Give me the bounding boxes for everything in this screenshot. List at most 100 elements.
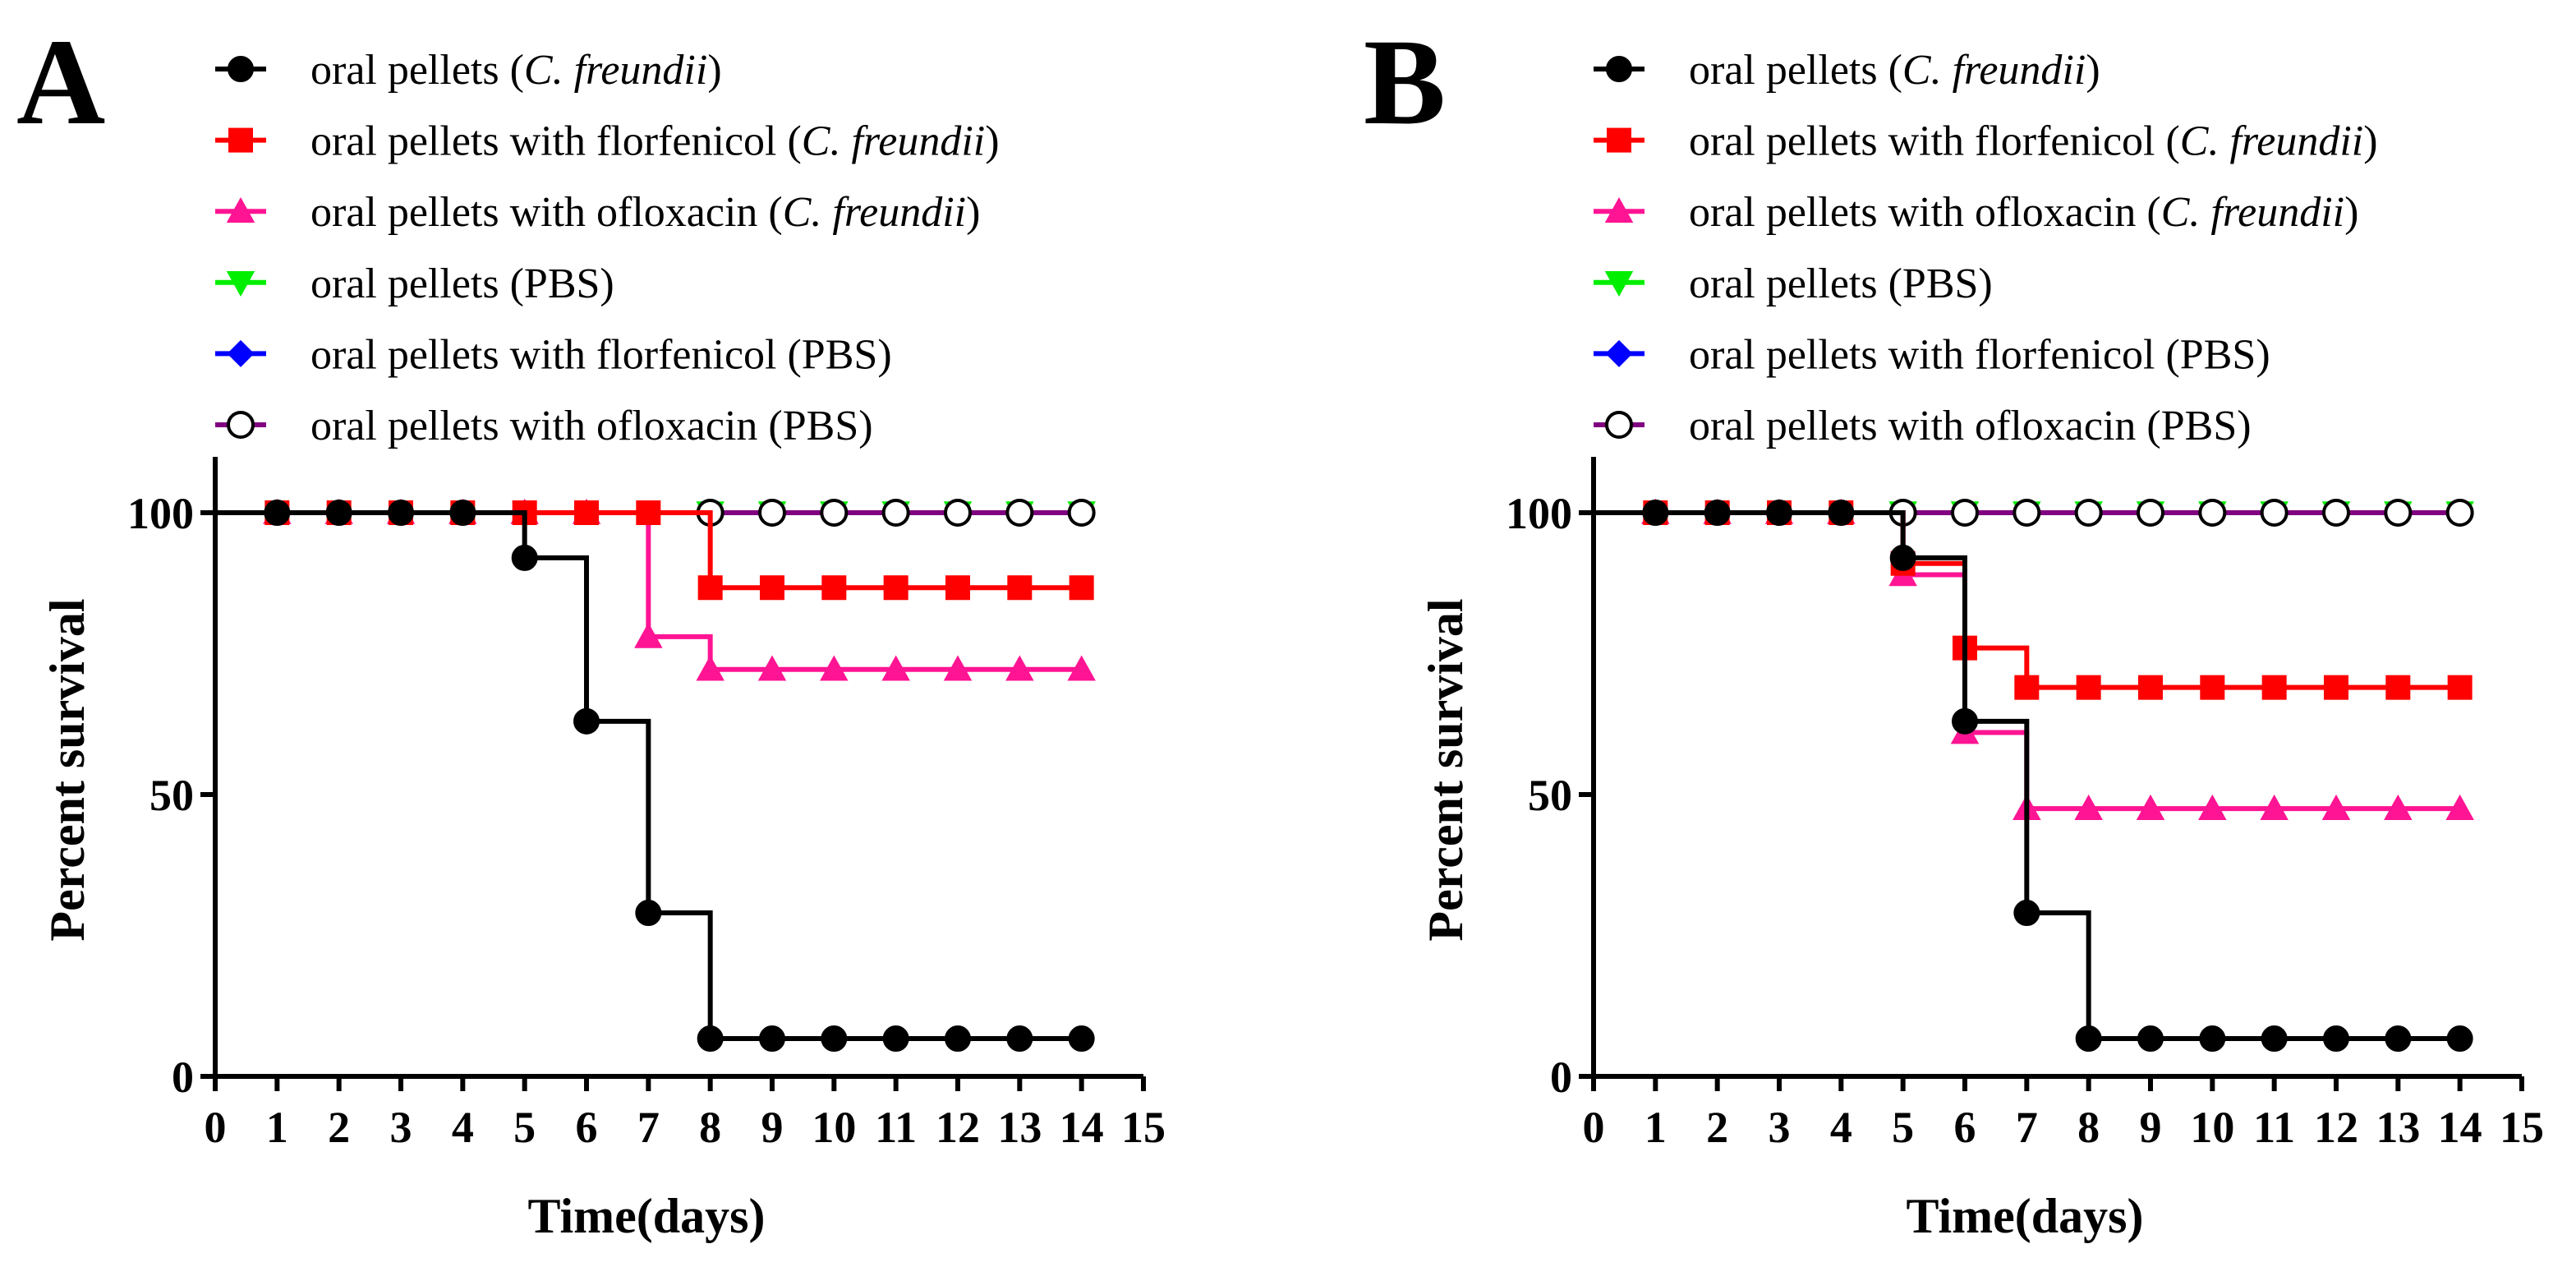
data-point (1068, 1025, 1095, 1053)
data-point (758, 499, 786, 527)
legend-label: oral pellets with ofloxacin (PBS) (1689, 403, 2252, 449)
data-point (325, 500, 352, 526)
legend-label: oral pellets with ofloxacin (PBS) (310, 403, 873, 449)
data-point (2074, 499, 2103, 527)
data-point (821, 575, 847, 601)
x-axis-title: Time(days) (528, 1189, 766, 1243)
x-tick-label: 7 (637, 1103, 660, 1152)
data-point (2198, 499, 2227, 527)
x-tick-label: 13 (997, 1103, 1042, 1152)
data-point (2260, 794, 2288, 820)
data-point (2074, 794, 2103, 820)
y-axis-title: Percent survival (40, 598, 94, 941)
data-point (759, 1025, 785, 1053)
y-tick-label: 0 (1550, 1053, 1572, 1102)
x-tick-label: 12 (2314, 1103, 2358, 1152)
data-point (264, 500, 291, 526)
x-tick-label: 11 (875, 1103, 917, 1152)
data-point (820, 655, 849, 681)
data-point (2137, 499, 2164, 527)
legend-item: oral pellets (PBS) (1594, 260, 1993, 307)
legend-marker (227, 339, 255, 367)
data-point (697, 1025, 724, 1053)
x-tick-label: 2 (1706, 1103, 1728, 1152)
legend-item: oral pellets (C. freundii) (215, 47, 722, 94)
data-point (2013, 900, 2040, 927)
x-tick-label: 13 (2376, 1103, 2420, 1152)
data-point (1069, 575, 1094, 601)
legend-item: oral pellets with florfenicol (PBS) (1594, 331, 2270, 378)
legend-marker (1605, 339, 1633, 367)
x-tick-label: 3 (1769, 1103, 1791, 1152)
data-point (2384, 499, 2413, 527)
x-tick-label: 9 (761, 1103, 784, 1152)
data-point (757, 655, 787, 681)
data-point (1007, 575, 1033, 601)
data-point (1067, 499, 1096, 527)
legend: oral pellets (C. freundii) oral pellets w… (1594, 47, 2378, 449)
legend-label: oral pellets (PBS) (310, 260, 614, 307)
data-point (2323, 1025, 2349, 1053)
series (696, 499, 1096, 527)
series (1888, 499, 2474, 527)
legend-marker (228, 56, 254, 82)
x-tick-label: 8 (2077, 1103, 2100, 1152)
data-point (1006, 1025, 1033, 1053)
data-point (449, 500, 476, 526)
x-axis-title: Time(days) (1907, 1189, 2144, 1243)
data-point (2137, 1025, 2164, 1053)
x-tick-label: 8 (699, 1103, 721, 1152)
series (1594, 500, 2473, 1053)
x-tick-label: 5 (513, 1103, 536, 1152)
data-point (2445, 794, 2474, 820)
x-tick-label: 0 (1583, 1103, 1605, 1152)
data-point (2445, 499, 2474, 527)
data-point (697, 575, 723, 601)
legend-label: oral pellets with ofloxacin (C. freundii… (310, 189, 980, 236)
y-tick-label: 100 (127, 489, 194, 538)
data-point (760, 575, 784, 601)
data-point (388, 500, 414, 526)
data-point (2261, 675, 2287, 700)
data-point (2136, 794, 2165, 820)
legend-item: oral pellets with florfenicol (C. freund… (215, 118, 1000, 165)
legend-item: oral pellets with ofloxacin (PBS) (215, 403, 873, 449)
x-tick-label: 0 (205, 1103, 227, 1152)
legend-label: oral pellets with florfenicol (PBS) (310, 331, 892, 378)
legend-marker (1607, 127, 1631, 153)
data-point (2198, 794, 2227, 820)
x-tick-label: 4 (1830, 1103, 1852, 1152)
legend-marker (226, 196, 255, 223)
x-tick-label: 4 (452, 1103, 474, 1152)
x-tick-label: 5 (1892, 1103, 1914, 1152)
data-point (2199, 1025, 2226, 1053)
data-point (2075, 1025, 2102, 1053)
series (215, 500, 1095, 1053)
data-point (2384, 794, 2413, 820)
legend-label: oral pellets with ofloxacin (C. freundii… (1689, 189, 2358, 236)
data-point (1766, 500, 1792, 526)
data-point (2385, 1025, 2412, 1053)
x-tick-label: 10 (812, 1103, 856, 1152)
legend-item: oral pellets with ofloxacin (C. freundii… (215, 189, 980, 236)
data-point (820, 499, 849, 527)
data-point (574, 500, 599, 525)
legend-marker (228, 127, 253, 153)
legend-item: oral pellets with florfenicol (PBS) (215, 331, 892, 378)
data-point (1889, 544, 1916, 571)
data-point (635, 900, 662, 927)
x-tick-label: 6 (576, 1103, 598, 1152)
panel-letter: B (1364, 14, 1446, 150)
data-point (883, 575, 908, 601)
data-point (1005, 655, 1034, 681)
panel-letter: A (16, 14, 105, 150)
data-point (573, 707, 600, 735)
data-point (882, 1025, 909, 1053)
x-tick-label: 15 (2500, 1103, 2544, 1152)
data-point (943, 655, 973, 681)
data-point (1005, 499, 1034, 527)
data-point (945, 575, 970, 601)
legend-item: oral pellets (C. freundii) (1594, 47, 2100, 94)
